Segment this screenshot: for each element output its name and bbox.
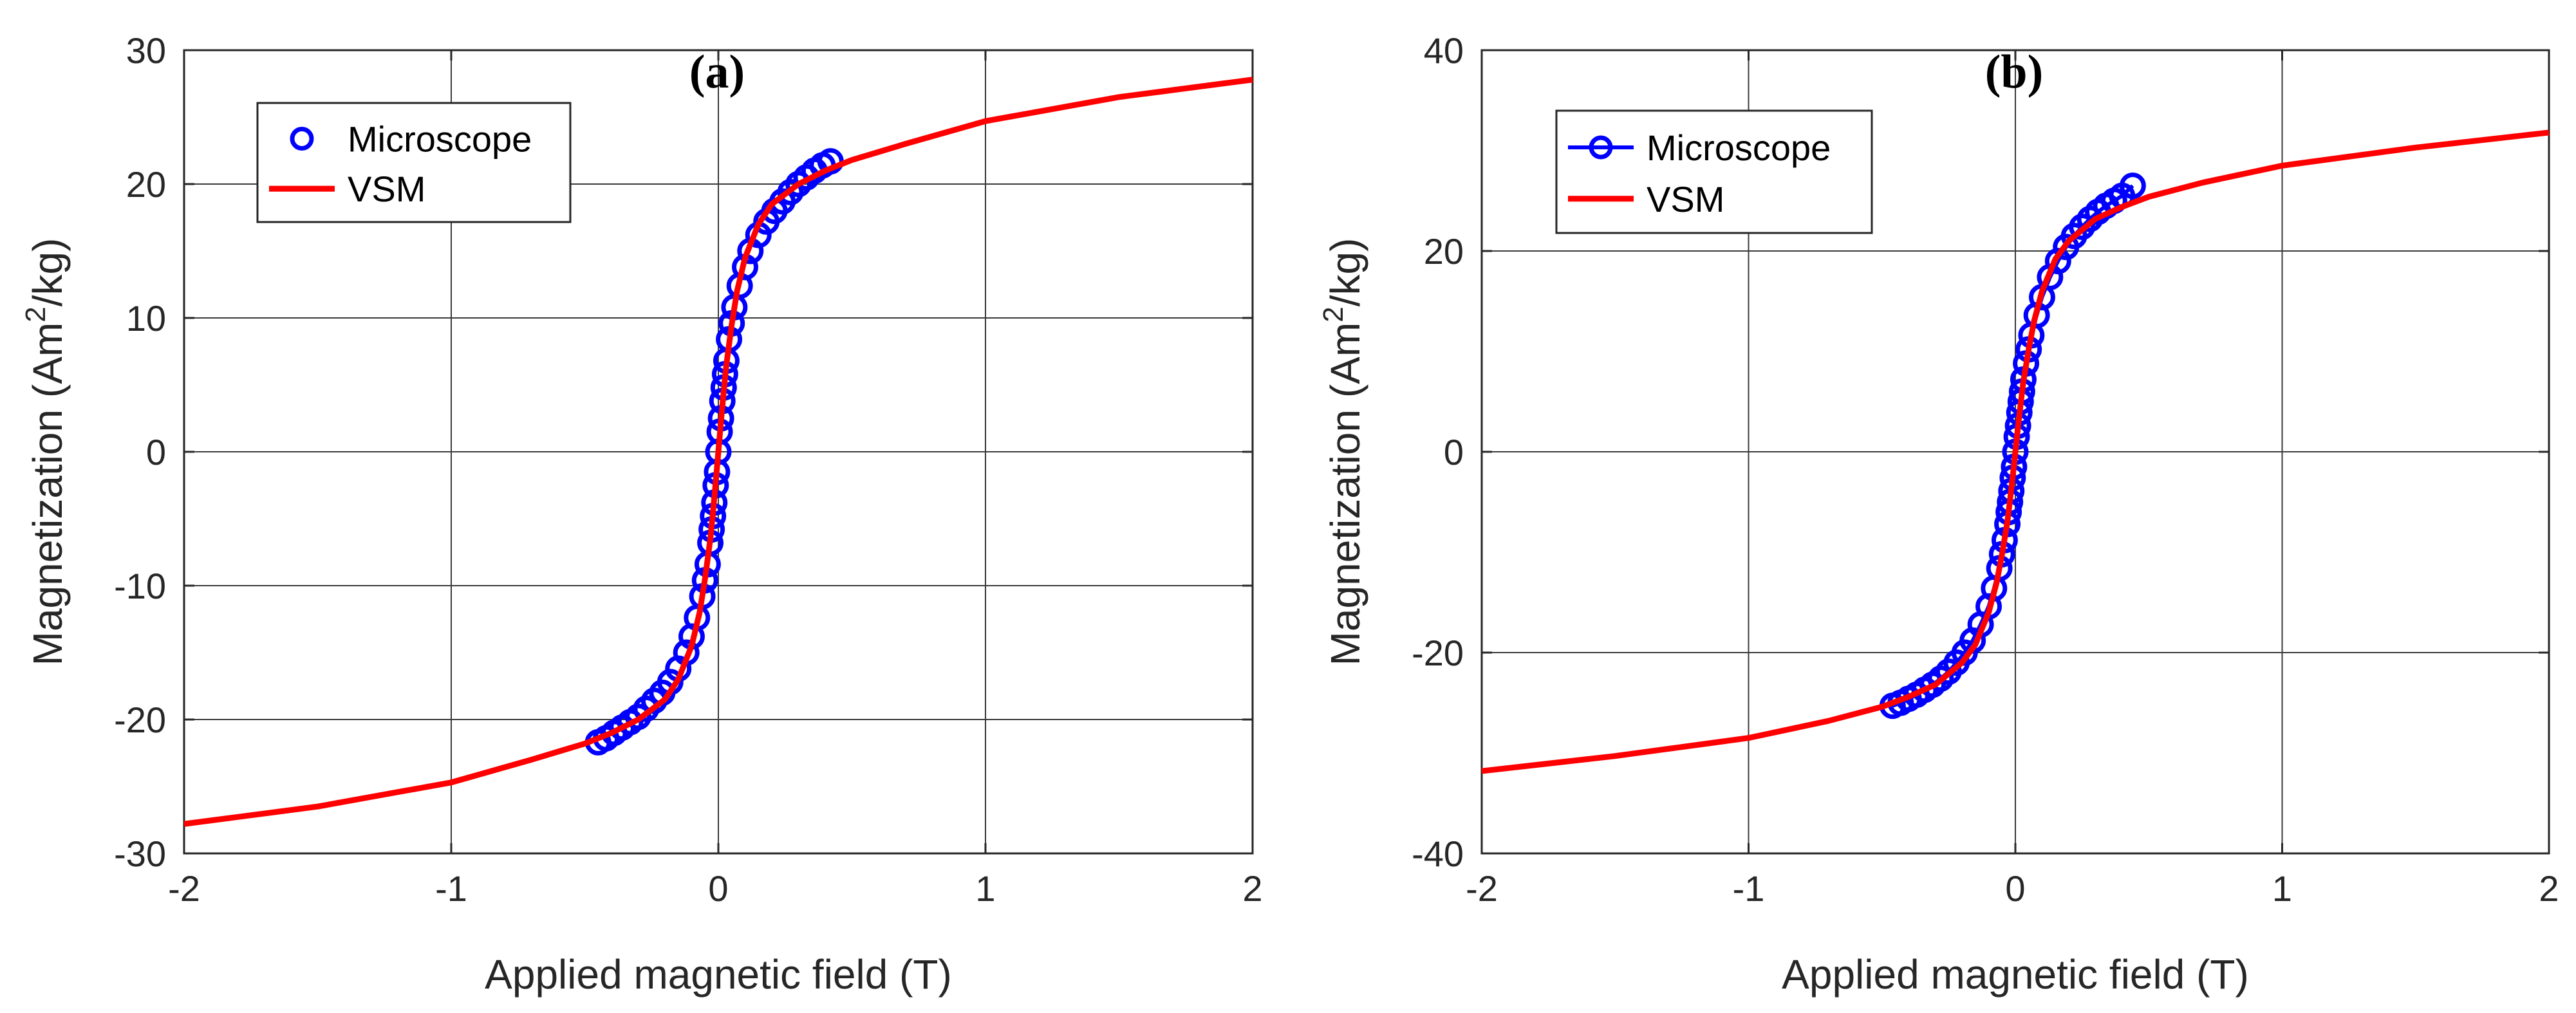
y-axis-label-main: Magnetization (Am — [24, 322, 71, 666]
legend-label-microscope: Microscope — [1647, 127, 1831, 168]
x-axis-label: Applied magnetic field (T) — [485, 951, 952, 998]
y-tick-label: -40 — [1412, 833, 1464, 874]
y-axis-label-end: /kg) — [1322, 238, 1368, 307]
legend-box — [256, 102, 572, 223]
x-tick-label: -1 — [435, 868, 467, 909]
y-tick-label: -30 — [114, 833, 166, 874]
y-tick-label: 0 — [146, 432, 166, 472]
legend-marker-microscope — [290, 127, 314, 151]
y-axis-label-main: Magnetization (Am — [1322, 322, 1368, 666]
x-tick-label: 0 — [708, 868, 728, 909]
x-tick-label: -1 — [1733, 868, 1765, 909]
y-tick-label: 20 — [1424, 231, 1464, 272]
data-point-microscope — [2119, 172, 2146, 200]
legend-label-microscope: Microscope — [348, 119, 532, 160]
x-tick-label: 1 — [975, 868, 995, 909]
y-tick-label: 30 — [126, 30, 166, 71]
y-tick-label: -10 — [114, 566, 166, 606]
data-point-microscope — [777, 178, 804, 205]
x-tick-label: 2 — [1242, 868, 1262, 909]
y-tick-label: 20 — [126, 164, 166, 205]
x-tick-label: 1 — [2272, 868, 2292, 909]
legend-box — [1555, 109, 1873, 234]
y-tick-label: 0 — [1444, 432, 1464, 472]
y-tick-label: 10 — [126, 298, 166, 339]
panel-b: -2 -1 0 1 2 -40 -20 0 20 40 Applied magnetic field… — [1318, 30, 2559, 998]
y-tick-label: -20 — [1412, 633, 1464, 673]
x-tick-label: -2 — [1466, 868, 1498, 909]
legend-marker-microscope — [1589, 135, 1613, 160]
y-tick-label: 40 — [1424, 30, 1464, 71]
panel-label: (a) — [689, 46, 745, 98]
series-line-vsm — [1481, 129, 2550, 774]
y-axis-label: Magnetization (Am2/kg) — [20, 238, 71, 666]
y-axis-label: Magnetization (Am2/kg) — [1318, 238, 1368, 666]
panel-label: (b) — [1985, 46, 2043, 98]
data-point-microscope — [2069, 214, 2096, 241]
legend-label-vsm: VSM — [1647, 179, 1724, 219]
x-tick-label: 0 — [2005, 868, 2025, 909]
x-axis-label: Applied magnetic field (T) — [1782, 951, 2249, 998]
y-axis-label-end: /kg) — [24, 238, 71, 307]
x-tick-label: 2 — [2539, 868, 2559, 909]
y-axis-label-sup: 2 — [20, 306, 51, 322]
legend-label-vsm: VSM — [348, 169, 425, 209]
data-point-microscope — [625, 703, 651, 730]
data-point-microscope — [2044, 248, 2071, 275]
x-tick-label: -2 — [168, 868, 200, 909]
y-axis-label-sup: 2 — [1318, 306, 1349, 322]
y-tick-label: -20 — [114, 700, 166, 740]
series-line-vsm — [183, 77, 1253, 827]
